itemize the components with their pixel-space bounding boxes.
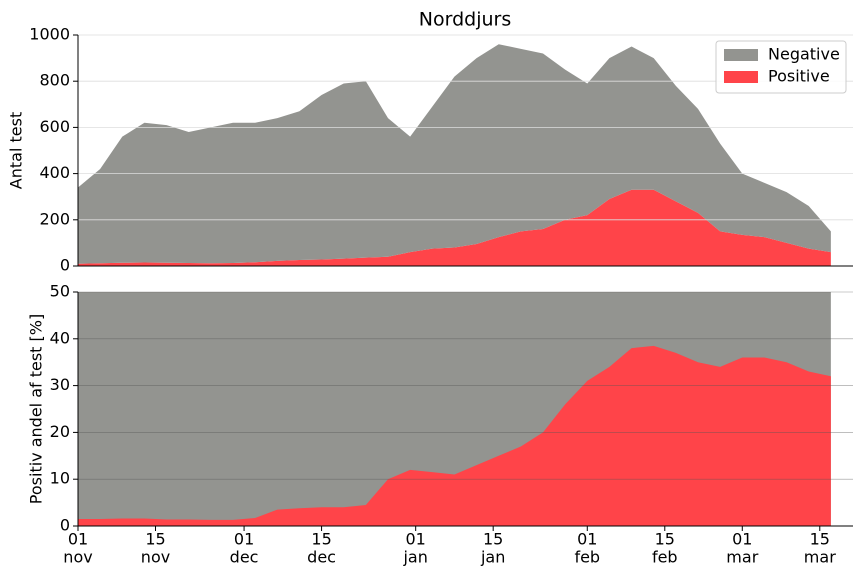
x-tick-label: 01 <box>234 530 254 549</box>
x-tick-label: 15 <box>810 530 830 549</box>
x-tick-label: 01 <box>577 530 597 549</box>
x-tick-label: mar <box>804 548 836 567</box>
x-tick-label: dec <box>230 548 259 567</box>
y-tick-label: 30 <box>50 375 70 394</box>
legend: Negative Positive <box>715 40 847 94</box>
chart-title: Norddjurs <box>419 9 511 31</box>
area-negative <box>78 44 831 264</box>
y-tick-label: 1000 <box>29 25 70 44</box>
x-tick-label: 01 <box>68 530 88 549</box>
y-tick-label: 600 <box>39 117 70 136</box>
y-tick-label: 20 <box>50 422 70 441</box>
x-tick-label: jan <box>480 548 505 567</box>
x-tick-label: nov <box>141 548 170 567</box>
x-tick-label: feb <box>652 548 678 567</box>
x-tick-label: jan <box>402 548 427 567</box>
y-tick-label: 0 <box>60 516 70 535</box>
area-positive <box>78 189 831 266</box>
y-axis-label: Antal test <box>7 112 26 189</box>
x-tick-label: feb <box>574 548 600 567</box>
x-tick-label: 15 <box>145 530 165 549</box>
panel: Positiv andel af test [%]0102030405001no… <box>27 282 853 567</box>
y-tick-label: 10 <box>50 469 70 488</box>
y-tick-label: 50 <box>50 282 70 301</box>
x-tick-label: 01 <box>405 530 425 549</box>
legend-label: Positive <box>768 67 830 86</box>
legend-swatch <box>724 71 758 83</box>
area-positive <box>78 345 831 526</box>
y-axis-label: Positiv andel af test [%] <box>27 314 46 504</box>
y-tick-label: 0 <box>60 256 70 275</box>
x-tick-label: dec <box>307 548 336 567</box>
panel: Antal test 0 200 400 600 800 1000 Negative Posit… <box>7 25 853 275</box>
x-tick-label: 15 <box>483 530 503 549</box>
y-tick-label: 400 <box>39 163 70 182</box>
y-tick-label: 800 <box>39 71 70 90</box>
y-tick-label: 200 <box>39 209 70 228</box>
y-tick-label: 40 <box>50 328 70 347</box>
x-tick-label: nov <box>63 548 92 567</box>
x-tick-label: 15 <box>655 530 675 549</box>
x-tick-label: mar <box>726 548 758 567</box>
x-tick-label: 15 <box>311 530 331 549</box>
x-tick-label: 01 <box>732 530 752 549</box>
legend-label: Negative <box>768 45 840 64</box>
legend-swatch <box>724 49 758 61</box>
